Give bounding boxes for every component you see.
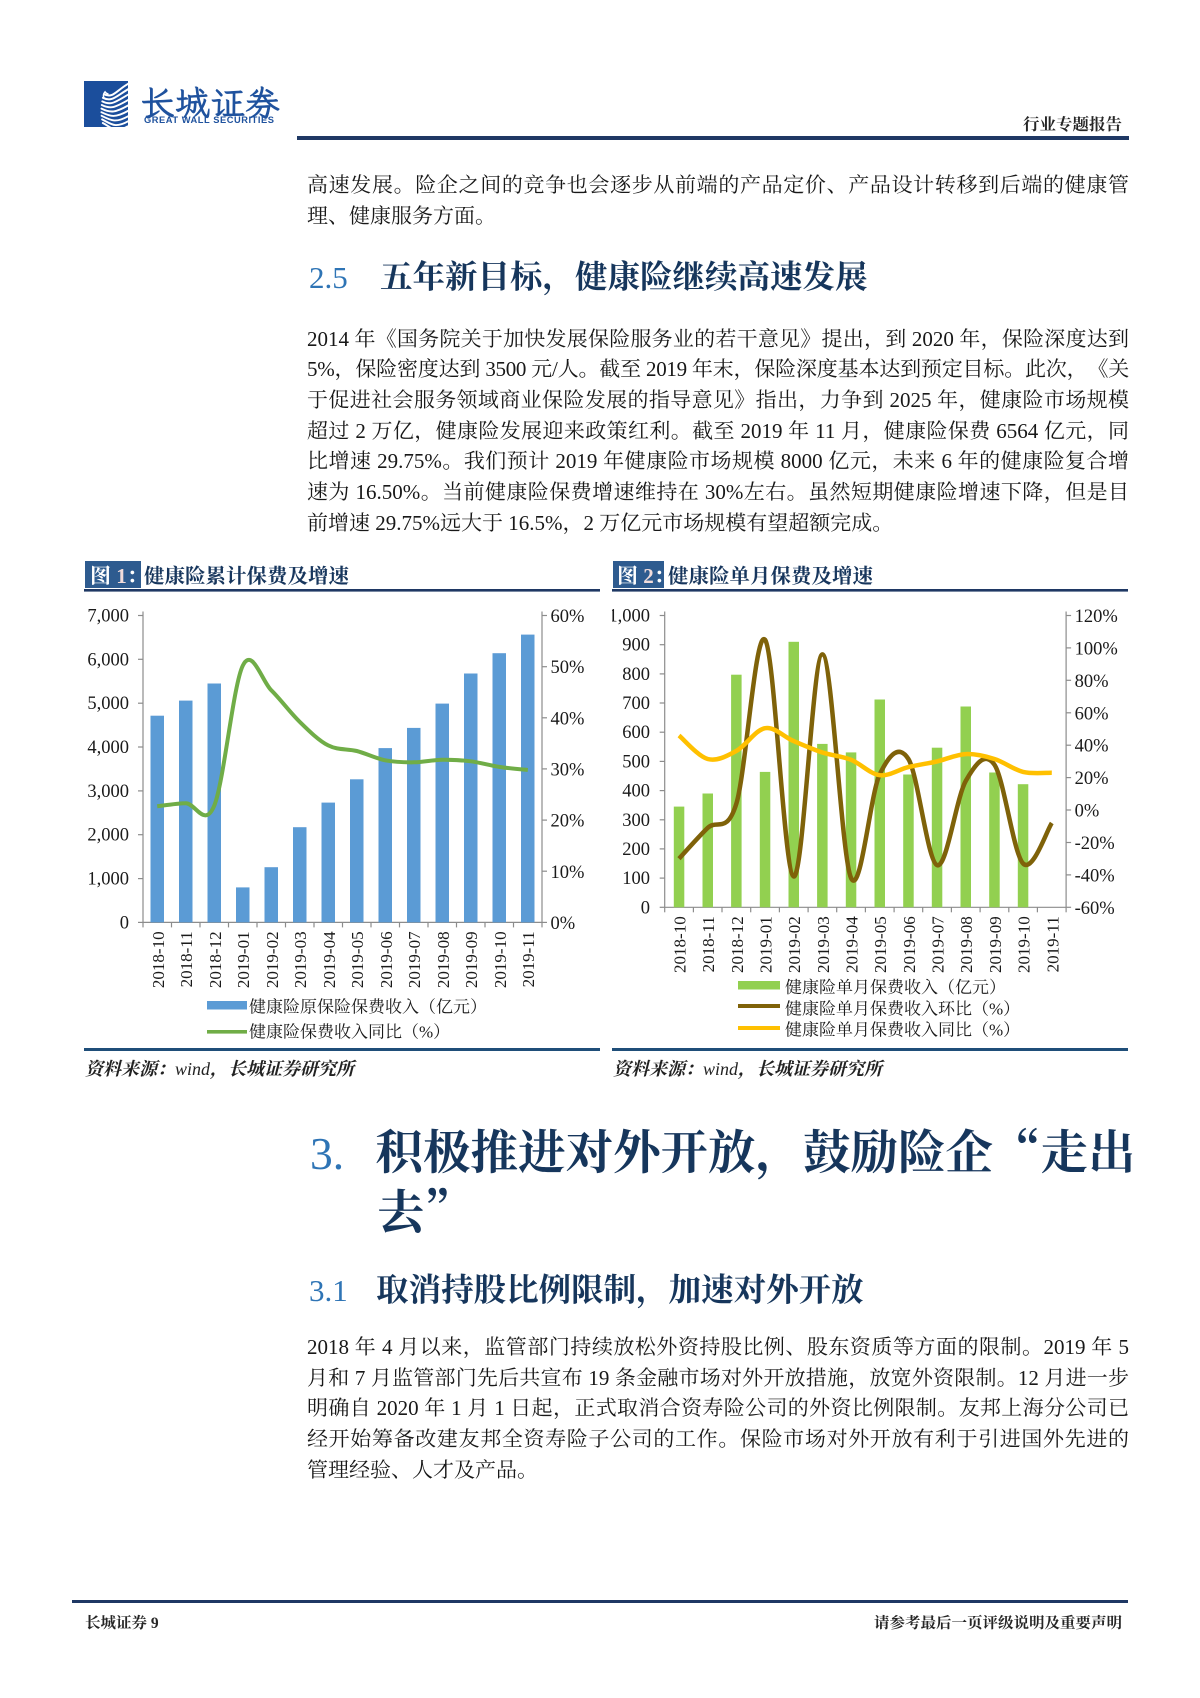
svg-text:40%: 40% (551, 704, 585, 730)
svg-text:-40%: -40% (1075, 861, 1115, 887)
svg-text:0%: 0% (551, 909, 576, 935)
svg-text:500: 500 (622, 747, 650, 773)
svg-text:2019-10: 2019-10 (1010, 916, 1035, 973)
svg-text:1,000: 1,000 (612, 602, 650, 628)
svg-text:2019-10: 2019-10 (486, 931, 511, 988)
svg-text:2018-11: 2018-11 (172, 931, 197, 987)
svg-text:120%: 120% (1075, 602, 1118, 628)
svg-text:30%: 30% (551, 755, 585, 781)
svg-text:-20%: -20% (1075, 829, 1115, 855)
svg-text:2018-12: 2018-12 (723, 916, 748, 973)
svg-text:2019-02: 2019-02 (780, 916, 805, 973)
svg-text:60%: 60% (1075, 699, 1109, 725)
svg-text:2019-11: 2019-11 (514, 931, 539, 987)
svg-text:2019-03: 2019-03 (809, 916, 834, 973)
svg-text:健康险保费收入同比（%）: 健康险保费收入同比（%） (249, 1018, 450, 1043)
svg-text:2019-07: 2019-07 (924, 916, 949, 973)
svg-text:800: 800 (622, 660, 650, 686)
svg-text:2018-12: 2018-12 (201, 931, 226, 988)
svg-text:50%: 50% (551, 653, 585, 679)
svg-text:图 2：: 图 2： (617, 560, 675, 590)
svg-text:-60%: -60% (1075, 894, 1115, 920)
svg-text:20%: 20% (1075, 764, 1109, 790)
svg-text:0: 0 (120, 908, 129, 934)
svg-text:3,000: 3,000 (87, 777, 129, 803)
svg-text:900: 900 (622, 631, 650, 657)
svg-text:健康险原保险保费收入（亿元）: 健康险原保险保费收入（亿元） (249, 993, 487, 1018)
svg-text:10%: 10% (551, 858, 585, 884)
svg-text:0: 0 (641, 893, 650, 919)
svg-text:2019-06: 2019-06 (372, 931, 397, 988)
svg-text:2019-09: 2019-09 (981, 916, 1006, 973)
svg-text:20%: 20% (551, 807, 585, 833)
svg-text:100: 100 (622, 864, 650, 890)
svg-text:2019-03: 2019-03 (286, 931, 311, 988)
svg-text:60%: 60% (551, 602, 585, 628)
svg-text:健康险单月保费收入同比（%）: 健康险单月保费收入同比（%） (785, 1016, 1020, 1041)
svg-text:2019-08: 2019-08 (952, 916, 977, 973)
svg-text:0%: 0% (1075, 797, 1100, 823)
svg-text:300: 300 (622, 806, 650, 832)
svg-text:600: 600 (622, 718, 650, 744)
svg-text:2018-10: 2018-10 (666, 916, 691, 973)
svg-text:2,000: 2,000 (87, 821, 129, 847)
svg-text:2019-06: 2019-06 (895, 916, 920, 973)
svg-text:2019-04: 2019-04 (838, 916, 863, 973)
svg-text:2019-01: 2019-01 (229, 931, 254, 988)
svg-text:2019-07: 2019-07 (400, 931, 425, 988)
svg-text:7,000: 7,000 (87, 602, 129, 628)
svg-text:2019-04: 2019-04 (315, 931, 340, 988)
svg-text:6,000: 6,000 (87, 645, 129, 671)
svg-text:2019-11: 2019-11 (1038, 916, 1063, 972)
svg-text:1,000: 1,000 (87, 865, 129, 891)
svg-text:2018-11: 2018-11 (694, 916, 719, 972)
svg-text:2019-01: 2019-01 (752, 916, 777, 973)
svg-text:健康险单月保费收入（亿元）: 健康险单月保费收入（亿元） (785, 973, 1006, 998)
svg-text:图 1：: 图 1： (90, 560, 148, 590)
svg-text:80%: 80% (1075, 667, 1109, 693)
svg-text:400: 400 (622, 777, 650, 803)
svg-text:5,000: 5,000 (87, 689, 129, 715)
svg-text:2019-05: 2019-05 (866, 916, 891, 973)
svg-text:700: 700 (622, 689, 650, 715)
svg-text:资料来源：wind，长城证券研究所: 资料来源：wind，长城证券研究所 (613, 1055, 885, 1079)
svg-text:2018-10: 2018-10 (144, 931, 169, 988)
svg-text:资料来源：wind，长城证券研究所: 资料来源：wind，长城证券研究所 (85, 1055, 357, 1079)
svg-text:2019-02: 2019-02 (258, 931, 283, 988)
svg-text:2019-09: 2019-09 (457, 931, 482, 988)
svg-text:4,000: 4,000 (87, 733, 129, 759)
svg-text:健康险累计保费及增速: 健康险累计保费及增速 (144, 559, 350, 589)
svg-text:2019-05: 2019-05 (343, 931, 368, 988)
svg-text:健康险单月保费及增速: 健康险单月保费及增速 (668, 559, 874, 589)
svg-text:200: 200 (622, 835, 650, 861)
svg-text:2019-08: 2019-08 (429, 931, 454, 988)
svg-text:40%: 40% (1075, 732, 1109, 758)
svg-text:健康险单月保费收入环比（%）: 健康险单月保费收入环比（%） (785, 994, 1020, 1019)
svg-text:100%: 100% (1075, 634, 1118, 660)
